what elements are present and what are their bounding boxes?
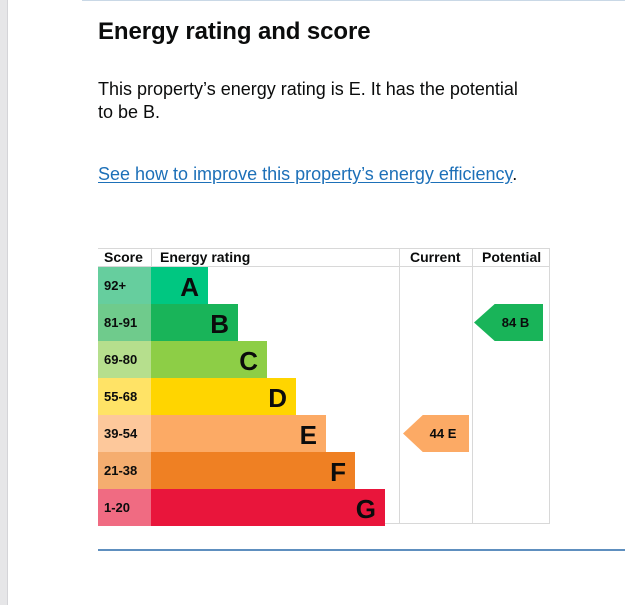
rating-letter: E <box>299 420 317 450</box>
improve-link-paragraph: See how to improve this property’s energ… <box>98 163 518 186</box>
energy-rating-chart: Score Energy rating Current Potential 92… <box>98 248 550 526</box>
rating-band-e: 39-54 E <box>98 415 399 452</box>
rating-band-b: 81-91 B <box>98 304 399 341</box>
rating-letter: B <box>210 309 229 339</box>
rating-bar: E <box>151 415 326 452</box>
header-score: Score <box>104 249 143 265</box>
rating-letter: G <box>355 494 376 524</box>
score-range: 39-54 <box>98 415 151 452</box>
rating-summary: This property’s energy rating is E. It h… <box>98 79 518 122</box>
rating-letter: F <box>330 457 346 487</box>
current-rating-arrow: 44 E <box>403 415 469 452</box>
header-energy-rating: Energy rating <box>160 249 251 265</box>
current-column-divider <box>399 248 400 524</box>
current-rating-label: 44 E <box>429 426 457 441</box>
link-suffix: . <box>512 164 518 184</box>
rating-bar: B <box>151 304 238 341</box>
scrollbar-strip <box>0 0 8 605</box>
rating-bar: C <box>151 341 267 378</box>
rating-bar: A <box>151 267 208 304</box>
rating-band-f: 21-38 F <box>98 452 399 489</box>
score-range: 55-68 <box>98 378 151 415</box>
score-range: 69-80 <box>98 341 151 378</box>
top-divider <box>82 0 625 1</box>
rating-bar: D <box>151 378 296 415</box>
rating-bar: F <box>151 452 355 489</box>
potential-rating-label: 84 B <box>501 315 530 330</box>
rating-letter: D <box>268 383 287 413</box>
rating-bar: G <box>151 489 385 526</box>
rating-band-c: 69-80 C <box>98 341 399 378</box>
header-divider <box>98 266 550 267</box>
rating-letter: C <box>239 346 258 376</box>
rating-letter: A <box>180 272 199 302</box>
bottom-divider <box>98 549 625 551</box>
score-range: 21-38 <box>98 452 151 489</box>
rating-band-a: 92+ A <box>98 267 399 304</box>
header-current: Current <box>410 249 461 265</box>
rating-band-d: 55-68 D <box>98 378 399 415</box>
header-potential: Potential <box>482 249 542 265</box>
rating-band-g: 1-20 G <box>98 489 399 526</box>
score-column-divider <box>151 248 152 266</box>
score-range: 92+ <box>98 267 151 304</box>
section-heading: Energy rating and score <box>98 18 371 45</box>
score-range: 81-91 <box>98 304 151 341</box>
potential-rating-arrow: 84 B <box>474 304 543 341</box>
potential-column-divider <box>472 248 473 524</box>
score-range: 1-20 <box>98 489 151 526</box>
improve-efficiency-link[interactable]: See how to improve this property’s energ… <box>98 164 513 184</box>
table-border-right <box>549 248 550 524</box>
table-border-top <box>98 248 550 249</box>
